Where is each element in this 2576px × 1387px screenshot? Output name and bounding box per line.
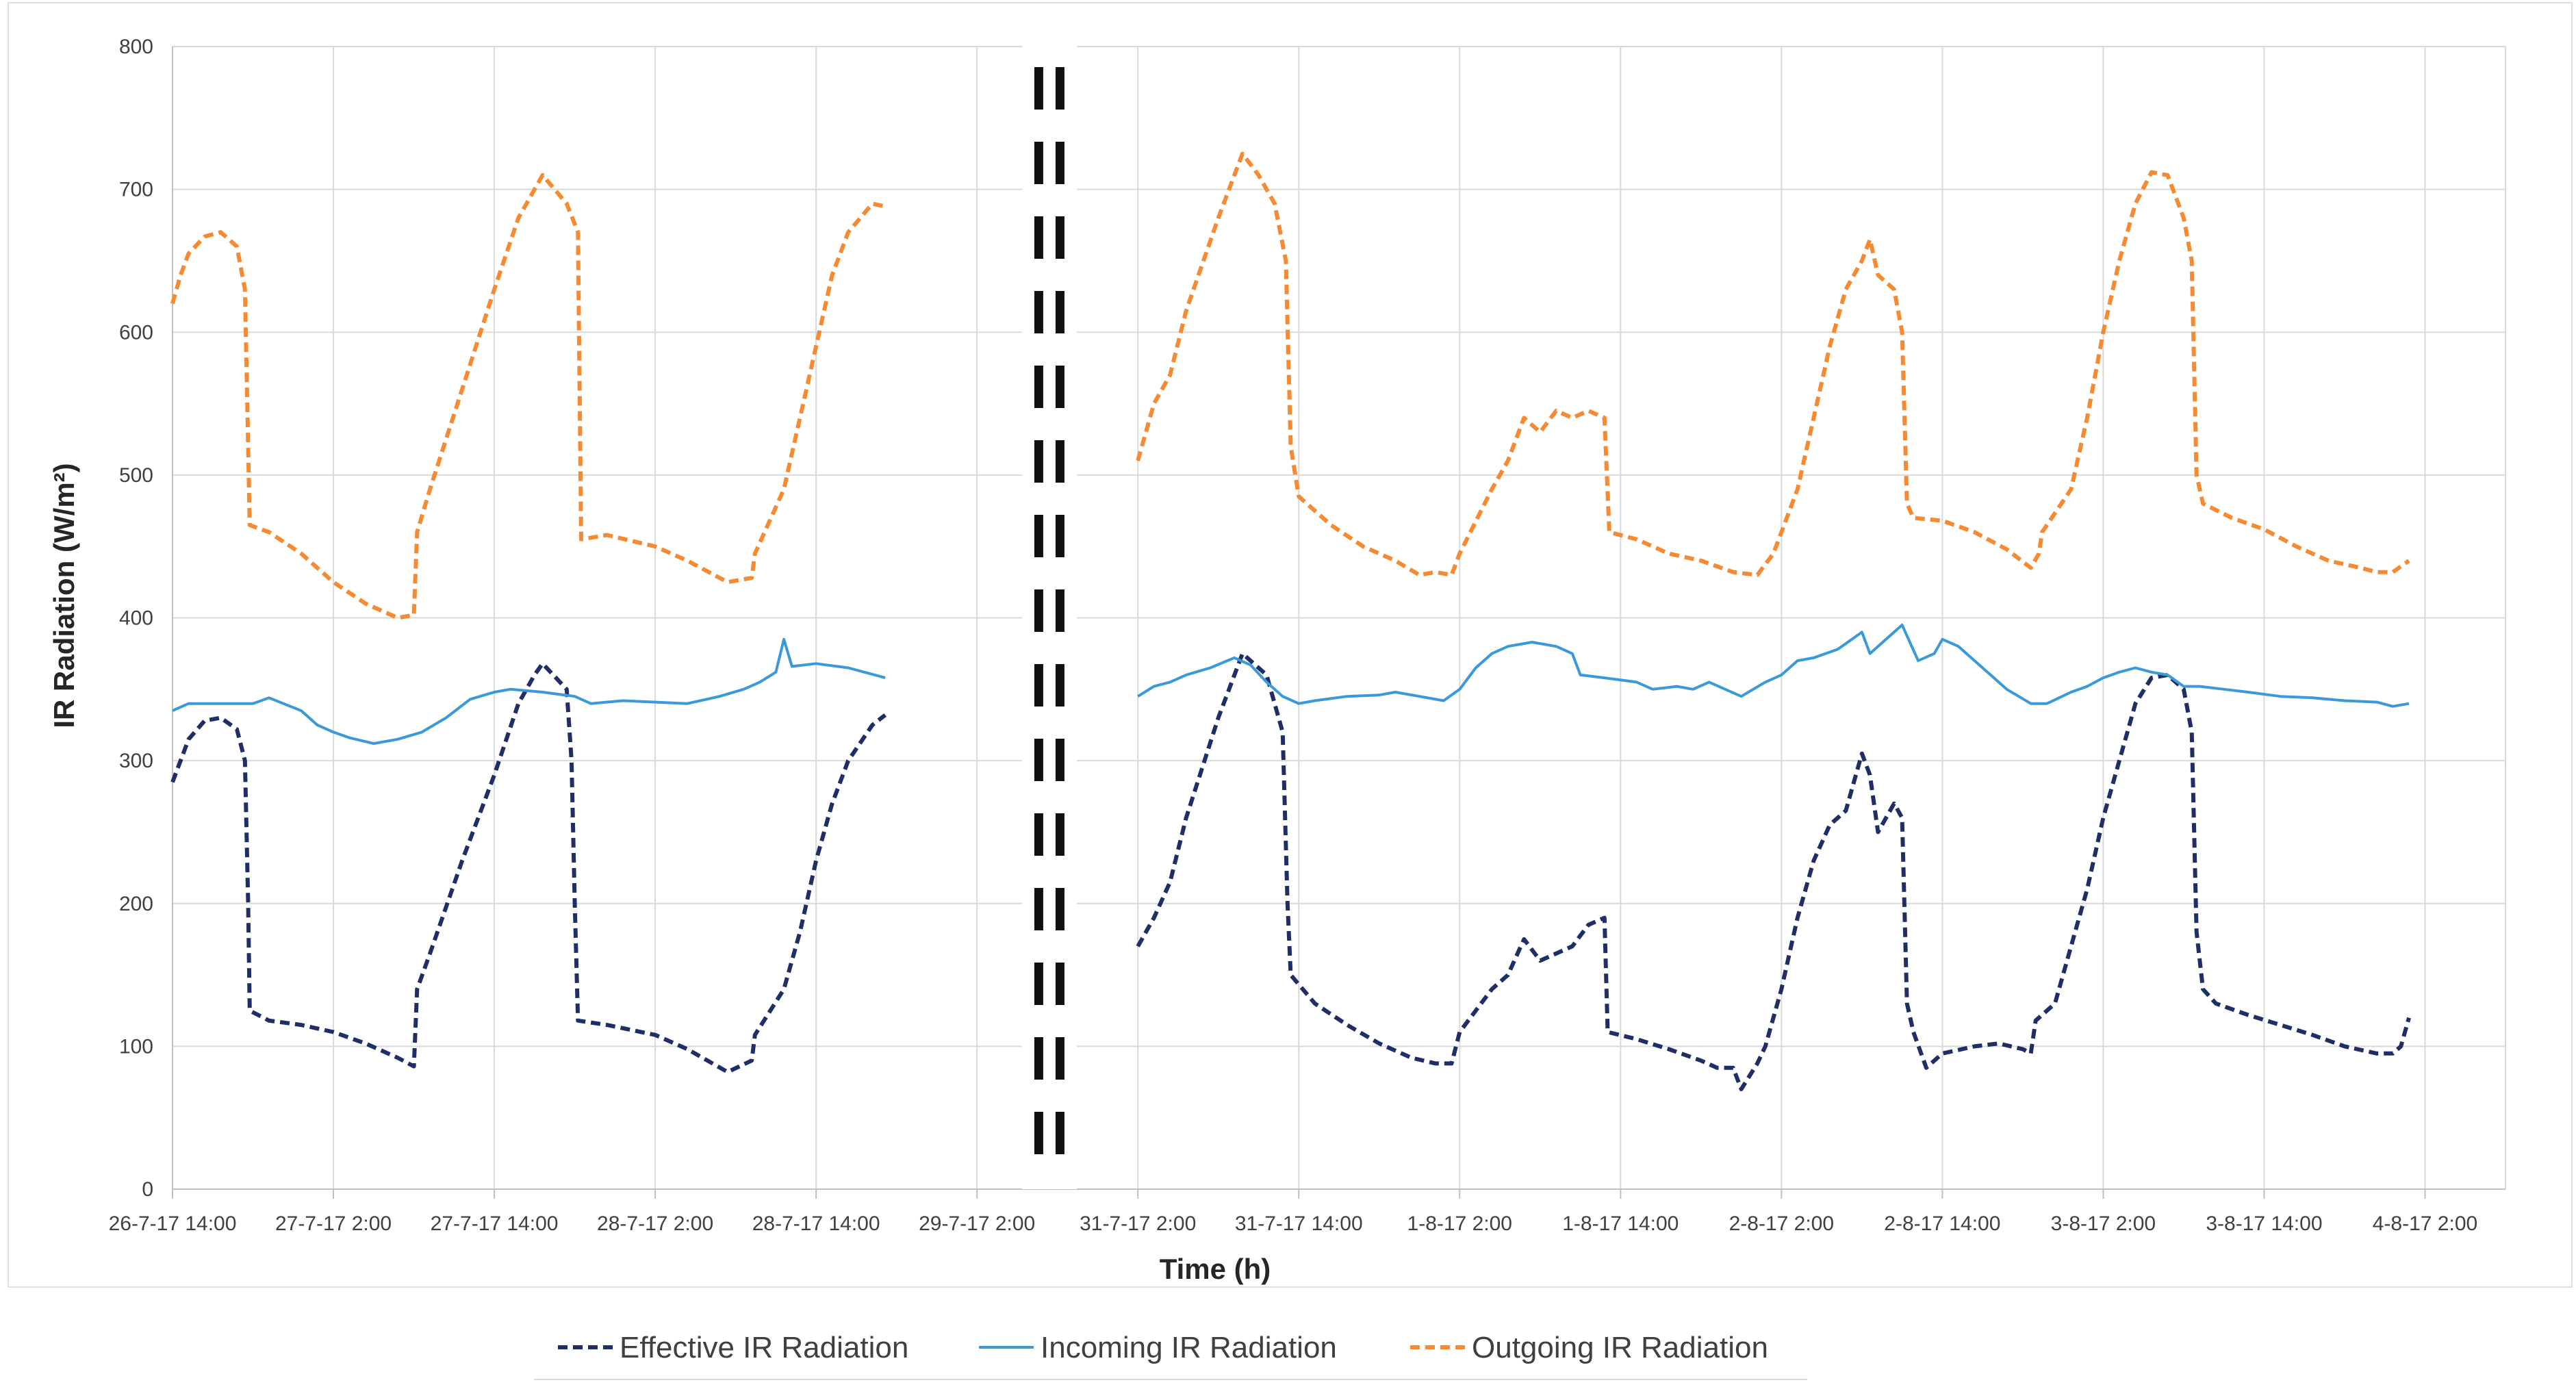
y-tick-label: 300 [119, 750, 153, 772]
tick-labels: 0 100 200 300 400 500 600 700 800 26-7-17 14:00 27… [109, 36, 2478, 1235]
axis-break-dash [1055, 664, 1064, 707]
y-tick-label: 800 [119, 36, 153, 58]
x-tick-label: 28-7-17 2:00 [597, 1212, 713, 1235]
axis-break-dash [1055, 963, 1064, 1005]
y-tick-label: 500 [119, 464, 153, 487]
axis-break-dash [1034, 963, 1043, 1005]
axis-break-dash [1055, 739, 1064, 781]
axis-break-dash [1034, 440, 1043, 483]
axis-break-dash [1034, 888, 1043, 930]
y-tick-label: 200 [119, 893, 153, 915]
axis-break-dash [1055, 440, 1064, 483]
x-tick-label: 28-7-17 14:00 [752, 1212, 880, 1235]
x-tick-label: 3-8-17 2:00 [2051, 1212, 2156, 1235]
axis-break-dash [1034, 813, 1043, 856]
legend-label-outgoing-ir-radiation: Outgoing IR Radiation [1472, 1331, 1768, 1364]
axis-break-dash [1034, 1112, 1043, 1154]
axis-break-dash [1055, 216, 1064, 259]
axis-break-dash [1055, 67, 1064, 110]
axis-break-dash [1055, 366, 1064, 408]
x-tick-label: 3-8-17 14:00 [2206, 1212, 2322, 1235]
x-tick-label: 1-8-17 14:00 [1562, 1212, 1679, 1235]
axis-break-dash [1034, 366, 1043, 408]
axis-break-dash [1034, 664, 1043, 707]
axis-break-band [1021, 40, 1077, 1189]
axis-break-dash [1055, 515, 1064, 557]
y-tick-label: 100 [119, 1035, 153, 1058]
legend-label-effective-ir-radiation: Effective IR Radiation [620, 1331, 908, 1364]
x-tick-label: 27-7-17 14:00 [431, 1212, 559, 1235]
axis-break-marker [1021, 40, 1077, 1189]
x-tick-label: 1-8-17 2:00 [1407, 1212, 1512, 1235]
axis-break-dash [1034, 589, 1043, 632]
axis-break-dash [1034, 216, 1043, 259]
x-tick-label: 2-8-17 14:00 [1884, 1212, 2000, 1235]
axis-break-dash [1034, 1037, 1043, 1080]
legend-label-incoming-ir-radiation: Incoming IR Radiation [1041, 1331, 1337, 1364]
series-line-outgoing-ir-radiation [170, 173, 886, 620]
series-line-effective-ir-radiation [1136, 651, 2411, 1091]
y-tick-label: 600 [119, 321, 153, 344]
y-tick-label: 700 [119, 179, 153, 201]
series-lines [170, 151, 2411, 1091]
legend: Effective IR Radiation Incoming IR Radiat… [534, 1331, 1807, 1380]
chart-frame [8, 2, 2573, 1288]
x-tick-label: 31-7-17 2:00 [1080, 1212, 1196, 1235]
series-line-incoming-ir-radiation [1137, 623, 2410, 708]
axis-break-dash [1055, 813, 1064, 856]
axis-break-dash [1034, 291, 1043, 333]
x-axis-title: Time (h) [1160, 1253, 1271, 1285]
y-tick-label: 0 [142, 1178, 153, 1201]
x-tick-label: 29-7-17 2:00 [919, 1212, 1035, 1235]
axis-break-dash [1055, 1037, 1064, 1080]
axis-break-dash [1055, 888, 1064, 930]
y-tick-label: 400 [119, 607, 153, 630]
axis-break-dash [1055, 291, 1064, 333]
x-tick-label: 26-7-17 14:00 [109, 1212, 237, 1235]
axis-break-dash [1055, 142, 1064, 184]
axis-break-dash [1055, 589, 1064, 632]
x-tick-label: 27-7-17 2:00 [275, 1212, 392, 1235]
axis-break-dash [1034, 142, 1043, 184]
y-axis-title: IR Radiation (W/m²) [48, 463, 80, 728]
x-tick-label: 4-8-17 2:00 [2373, 1212, 2477, 1235]
series-line-outgoing-ir-radiation [1136, 151, 2410, 577]
axes [172, 47, 2505, 1199]
axis-break-dash [1055, 1112, 1064, 1154]
series-line-effective-ir-radiation [170, 661, 887, 1074]
x-tick-label: 31-7-17 14:00 [1235, 1212, 1363, 1235]
gridlines [173, 46, 2506, 1189]
axis-break-dash [1034, 67, 1043, 110]
series-line-incoming-ir-radiation [172, 637, 886, 746]
x-tick-label: 2-8-17 2:00 [1729, 1212, 1834, 1235]
axis-break-dash [1034, 739, 1043, 781]
axis-break-dash [1034, 515, 1043, 557]
